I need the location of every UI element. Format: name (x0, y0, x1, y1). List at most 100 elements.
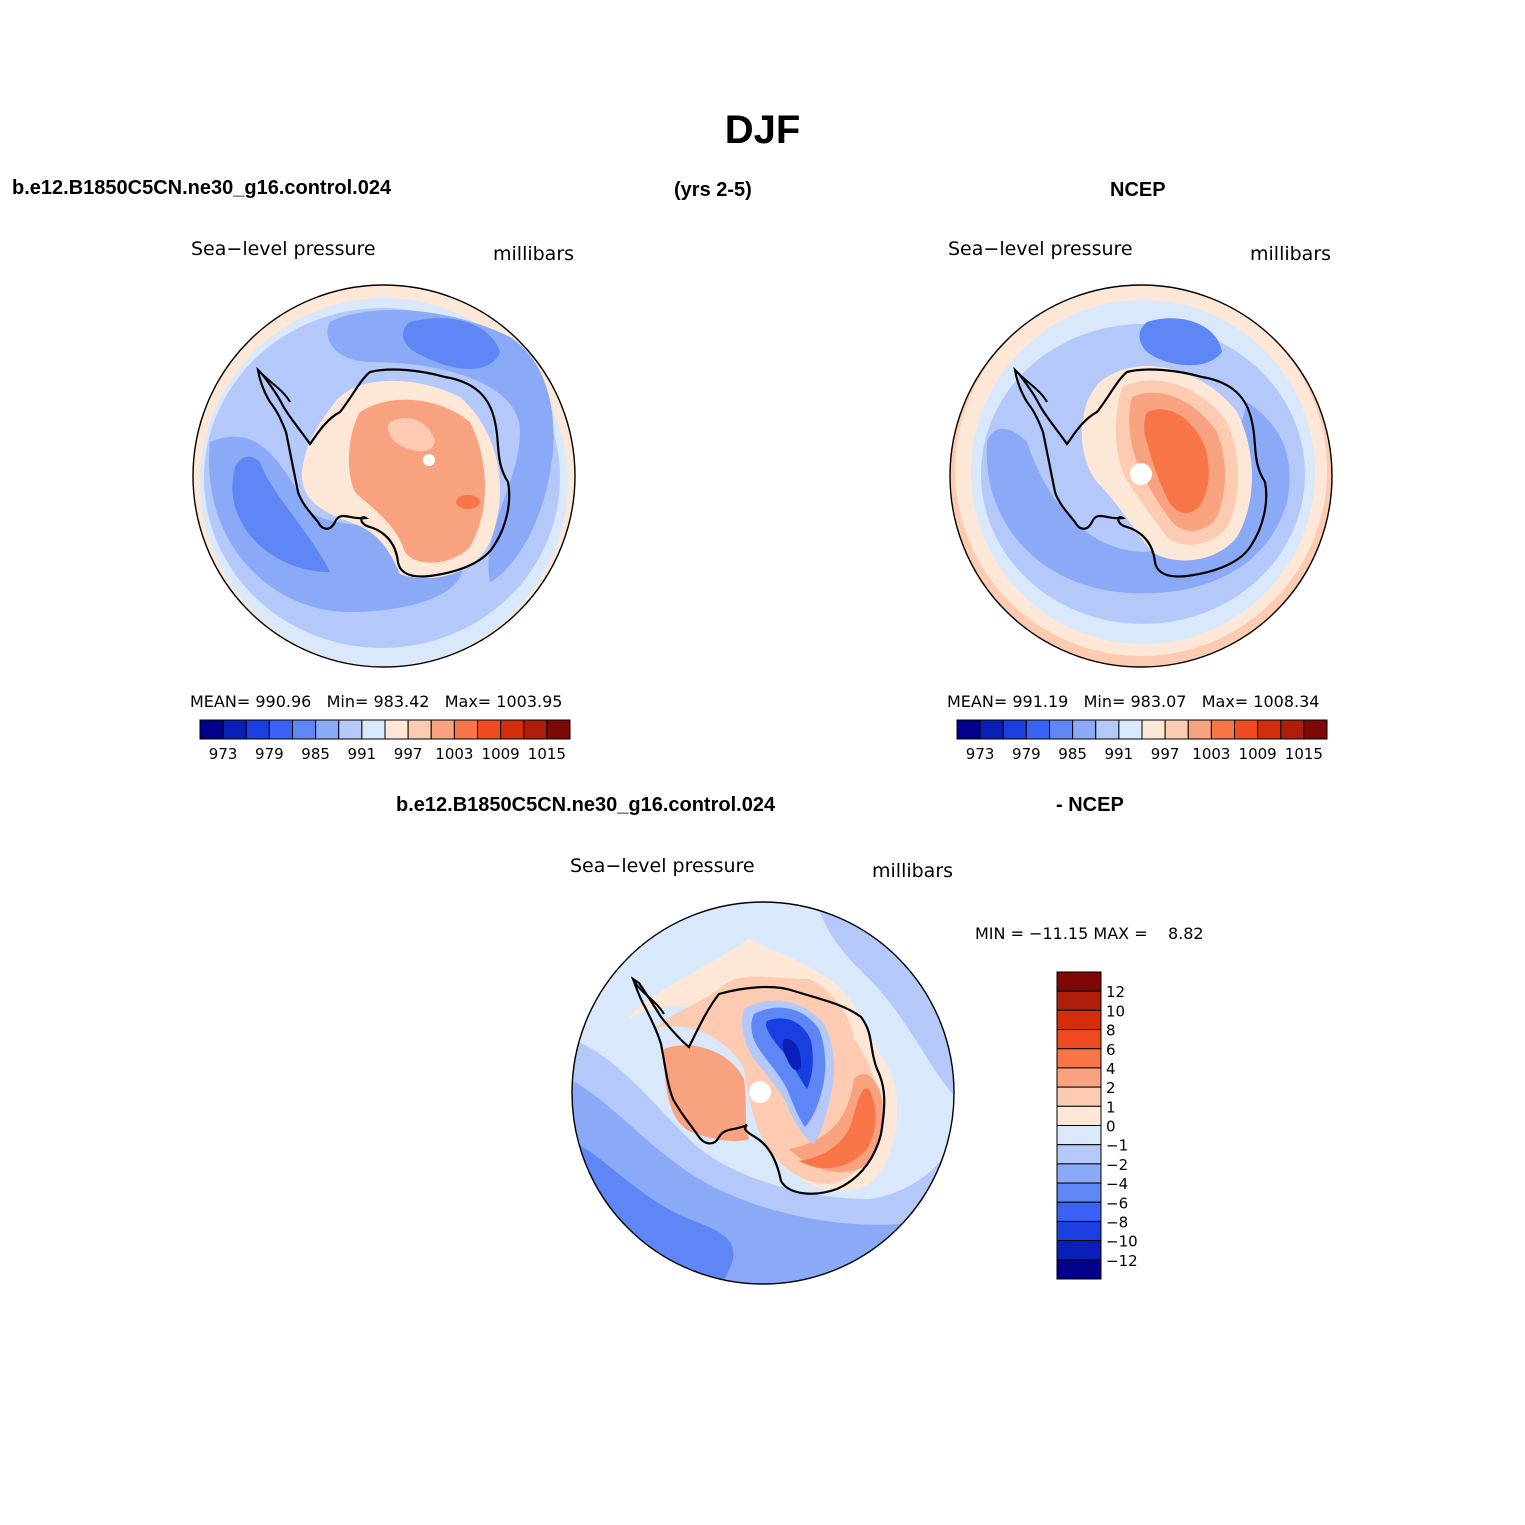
colorbar-model-swatch (477, 719, 502, 740)
colorbar-model-swatch (407, 719, 432, 740)
colorbar-model-swatch (199, 719, 224, 740)
colorbar-ncep-tick-label: 985 (1058, 745, 1087, 763)
colorbar-ncep-swatch (1210, 719, 1235, 740)
colorbar-ncep-swatch (1141, 719, 1166, 740)
colorbar-difference-swatch (1056, 1259, 1102, 1280)
colorbar-model-swatch (546, 719, 571, 740)
colorbar-model-swatch (361, 719, 386, 740)
colorbar-ncep-swatch (1049, 719, 1074, 740)
colorbar-ncep-swatch (1002, 719, 1027, 740)
variable-label-diff: Sea−level pressure (570, 855, 755, 877)
colorbar-difference-swatch (1056, 1029, 1102, 1050)
stats-left: MEAN= 990.96 Min= 983.42 Max= 1003.95 (190, 692, 562, 711)
colorbar-model-tick-label: 973 (209, 745, 238, 763)
colorbar-model-tick-label: 985 (301, 745, 330, 763)
colorbar-difference-tick-label: −12 (1106, 1252, 1138, 1270)
colorbar-difference-tick-label: 12 (1106, 983, 1125, 1001)
colorbar-model-tick-label: 979 (255, 745, 284, 763)
colorbar-difference-swatch (1056, 1048, 1102, 1069)
colorbar-difference-tick-label: 4 (1106, 1060, 1116, 1078)
colorbar-difference-swatch (1056, 1240, 1102, 1261)
colorbar-model-swatch (292, 719, 317, 740)
colorbar-ncep-swatch (979, 719, 1004, 740)
mean-value: 991.19 (1012, 692, 1069, 711)
colorbar-model-tick-label: 1009 (482, 745, 520, 763)
min-label: Min= (326, 692, 369, 711)
colorbar-model-swatch (338, 719, 363, 740)
colorbar-model-tick-label: 997 (394, 745, 423, 763)
colorbar-ncep-swatch (1095, 719, 1120, 740)
colorbar-model: 973 979 985 991 997 1003 1009 1015 (199, 719, 571, 763)
colorbar-difference-tick-label: 2 (1106, 1079, 1116, 1097)
colorbar-ncep-tick-label: 1015 (1285, 745, 1323, 763)
max-value: 8.82 (1167, 924, 1204, 943)
mean-value: 990.96 (255, 692, 312, 711)
colorbar-difference-swatch (1056, 1067, 1102, 1088)
variable-label-left: Sea−level pressure (191, 238, 376, 260)
colorbar-difference-swatch (1056, 990, 1102, 1011)
colorbar-difference-tick-label: 6 (1106, 1041, 1116, 1059)
max-value: 1003.95 (496, 692, 563, 711)
colorbar-difference-tick-label: −4 (1106, 1175, 1128, 1193)
colorbar-ncep-swatch (1025, 719, 1050, 740)
colorbar-model-swatch (500, 719, 525, 740)
diff-case-name: b.e12.B1850C5CN.ne30_g16.control.024 (396, 794, 776, 816)
colorbar-difference-swatch (1056, 1201, 1102, 1222)
min-value: −11.15 (1029, 924, 1089, 943)
colorbar-difference-swatch (1056, 1220, 1102, 1242)
colorbar-model-tick-label: 1003 (435, 745, 473, 763)
polar-map-model (192, 284, 576, 668)
colorbar-difference-tick-label: −10 (1106, 1233, 1138, 1251)
colorbar-difference-tick-label: 0 (1106, 1118, 1116, 1136)
colorbar-model-swatch (453, 719, 478, 740)
colorbar-ncep-tick-label: 1003 (1192, 745, 1230, 763)
polar-map-ncep (949, 284, 1333, 668)
colorbar-ncep-swatch (1187, 719, 1212, 740)
colorbar-ncep-tick-label: 991 (1105, 745, 1134, 763)
colorbar-ncep-swatch (1280, 719, 1305, 740)
colorbar-difference-tick-label: −1 (1106, 1137, 1128, 1155)
colorbar-ncep-swatch (1257, 719, 1282, 740)
period-label: (yrs 2-5) (674, 179, 752, 201)
mean-label: MEAN= (190, 692, 251, 711)
colorbar-difference-swatch (1056, 1182, 1102, 1203)
colorbar-difference-swatch (1056, 971, 1102, 992)
units-label-left: millibars (493, 243, 575, 265)
colorbar-difference-swatch (1056, 1009, 1102, 1031)
colorbar-ncep-tick-label: 1009 (1239, 745, 1277, 763)
colorbar-ncep-swatch (1164, 719, 1189, 740)
diff-label: - NCEP (1056, 794, 1124, 816)
page-title: DJF (724, 108, 801, 152)
colorbar-difference-swatch (1056, 1144, 1102, 1165)
colorbar-model-swatch (430, 719, 455, 740)
case-name-left: b.e12.B1850C5CN.ne30_g16.control.024 (12, 177, 392, 199)
min-value: 983.07 (1130, 692, 1187, 711)
units-label-diff: millibars (872, 860, 954, 882)
variable-label-right: Sea−level pressure (948, 238, 1133, 260)
colorbar-ncep-swatch (1303, 719, 1328, 740)
colorbar-difference-swatch (1056, 1105, 1102, 1126)
mean-label: MEAN= (947, 692, 1008, 711)
stats-right: MEAN= 991.19 Min= 983.07 Max= 1008.34 (947, 692, 1319, 711)
max-value: 1008.34 (1253, 692, 1320, 711)
colorbar-difference-tick-label: −8 (1106, 1213, 1128, 1231)
colorbar-ncep-tick-label: 973 (966, 745, 995, 763)
colorbar-model-tick-label: 1015 (528, 745, 566, 763)
colorbar-difference-tick-label: −2 (1106, 1156, 1128, 1174)
colorbar-difference-swatch (1056, 1086, 1102, 1107)
colorbar-ncep-swatch (1118, 719, 1143, 740)
colorbar-model-swatch (222, 719, 247, 740)
colorbar-difference-tick-label: 1 (1106, 1098, 1116, 1116)
colorbar-ncep: 973 979 985 991 997 1003 1009 1015 (956, 719, 1328, 763)
colorbar-difference-tick-label: −6 (1106, 1194, 1128, 1212)
min-label: MIN = (975, 924, 1024, 943)
max-label: MAX = (1093, 924, 1148, 943)
colorbar-model-swatch (523, 719, 548, 740)
max-label: Max= (444, 692, 492, 711)
colorbar-difference-tick-label: 10 (1106, 1002, 1125, 1020)
max-label: Max= (1201, 692, 1249, 711)
colorbar-difference-tick-label: 8 (1106, 1022, 1116, 1040)
colorbar-model-swatch (315, 719, 340, 740)
polar-map-difference (571, 901, 955, 1285)
